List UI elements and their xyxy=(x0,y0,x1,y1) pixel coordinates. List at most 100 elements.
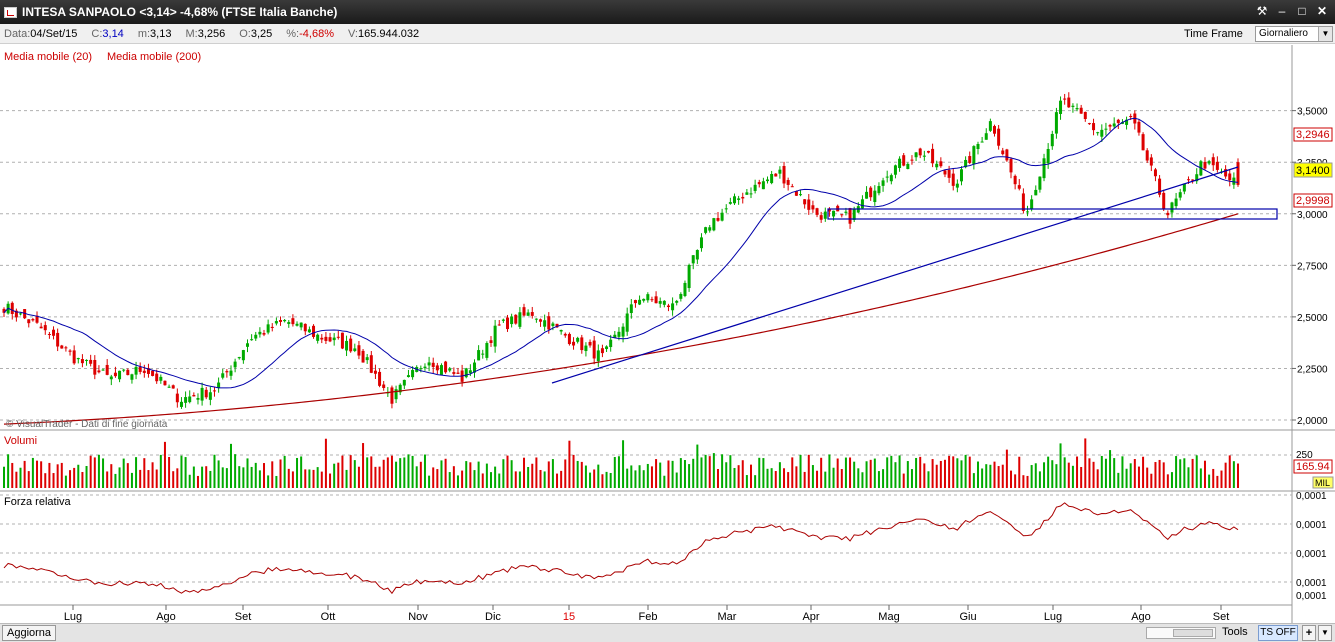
volume-bar xyxy=(692,458,695,488)
volume-bar xyxy=(783,468,786,488)
time-tick-label: 15 xyxy=(563,611,575,623)
timeframe-value: Giornaliero xyxy=(1259,28,1308,39)
candle-body xyxy=(1092,123,1096,131)
candle-body xyxy=(1236,162,1240,185)
volume-unit-box xyxy=(1312,476,1334,489)
chevron-down-icon: ▼ xyxy=(1318,27,1332,41)
legend-ma20[interactable]: Media mobile (20) xyxy=(4,51,92,63)
volume-bar xyxy=(1043,462,1046,488)
candle-body xyxy=(159,376,163,381)
volume-bar xyxy=(844,457,847,488)
window-controls: ⚒ – □ ✕ xyxy=(1253,3,1331,20)
candle-body xyxy=(262,333,266,335)
candle-body xyxy=(423,366,427,369)
time-tick-label: Set xyxy=(235,611,252,623)
candle-body xyxy=(353,348,357,351)
rs-grid: 0,0001 0,0001 0,0001 0,0001 0,0001 xyxy=(0,491,1327,602)
volume-bar xyxy=(960,460,963,488)
volume-bar xyxy=(155,469,158,488)
candle-body xyxy=(134,366,138,375)
candle-body xyxy=(1079,107,1083,114)
maximize-icon[interactable]: □ xyxy=(1298,4,1306,18)
timeframe-select[interactable]: Giornaliero ▼ xyxy=(1255,26,1333,42)
candle-body xyxy=(411,370,415,378)
candle-body xyxy=(316,334,320,341)
ts-off-toggle[interactable]: TS OFF xyxy=(1258,625,1298,641)
candle-body xyxy=(142,370,146,373)
candle-body xyxy=(572,341,576,346)
candle-body xyxy=(679,294,683,299)
volume-bar xyxy=(560,470,563,488)
time-tick-label: Set xyxy=(1213,611,1230,623)
volume-bar xyxy=(279,459,282,488)
candle-body xyxy=(530,312,534,316)
candle-body xyxy=(997,128,1001,146)
candle-body xyxy=(522,307,526,316)
volume-bar xyxy=(89,455,92,488)
volume-bar xyxy=(1216,475,1219,488)
chevron-down-icon[interactable]: ▼ xyxy=(1318,625,1332,641)
volume-bar xyxy=(27,471,30,488)
close-icon[interactable]: ✕ xyxy=(1316,4,1328,18)
candle-body xyxy=(472,362,476,373)
volume-bar xyxy=(432,467,435,488)
chart-area[interactable]: Media mobile (20) Media mobile (200) © V… xyxy=(0,45,1335,623)
candle-body xyxy=(526,312,530,316)
candle-body xyxy=(951,173,955,186)
volume-bar xyxy=(1113,458,1116,488)
volume-bar xyxy=(444,458,447,488)
volume-bar xyxy=(733,467,736,488)
candle-body xyxy=(790,186,794,188)
trend-line[interactable] xyxy=(551,166,1239,384)
candle-body xyxy=(419,368,423,370)
volume-bar xyxy=(993,461,996,488)
candle-body xyxy=(1195,174,1199,182)
add-icon[interactable]: + xyxy=(1302,625,1316,641)
volume-bar xyxy=(857,468,860,488)
volume-bar xyxy=(737,465,740,488)
volume-bar xyxy=(263,463,266,488)
candle-body xyxy=(889,175,893,182)
volume-bar xyxy=(234,454,237,488)
last-price-label: 3,1400 xyxy=(1296,165,1330,177)
candle-body xyxy=(704,227,708,233)
volume-bar xyxy=(1179,459,1182,488)
candle-body xyxy=(237,357,241,359)
candle-body xyxy=(85,359,89,361)
time-tick-label: Ago xyxy=(156,611,176,623)
volume-bar xyxy=(122,458,125,488)
candle-body xyxy=(307,329,311,333)
legend-ma200[interactable]: Media mobile (200) xyxy=(107,51,201,63)
support-box[interactable] xyxy=(827,208,1278,220)
volume-bar xyxy=(919,456,922,488)
time-tick-label: Apr xyxy=(802,611,819,623)
volume-bar xyxy=(952,456,955,488)
minimize-icon[interactable]: – xyxy=(1278,4,1286,18)
tools-button[interactable]: Tools xyxy=(1222,626,1248,638)
candle-body xyxy=(80,359,84,364)
candle-body xyxy=(778,169,782,174)
candle-body xyxy=(204,389,208,398)
candle-body xyxy=(741,196,745,199)
volume-bar xyxy=(675,472,678,488)
volume-bar xyxy=(1158,459,1161,488)
candle-body xyxy=(1071,105,1075,107)
volume-bar xyxy=(40,461,43,488)
volume-bar xyxy=(873,458,876,488)
candle-body xyxy=(964,159,968,168)
volume-bar xyxy=(489,472,492,488)
refresh-button[interactable]: Aggiorna xyxy=(2,625,57,641)
tool-icon[interactable]: ⚒ xyxy=(1256,4,1268,18)
candle-body xyxy=(1026,211,1030,213)
price-tick-label: 3,0000 xyxy=(1297,210,1328,221)
scrollbar-thumb[interactable] xyxy=(1173,629,1213,637)
volume-bar xyxy=(580,461,583,488)
candle-body xyxy=(811,205,815,210)
candle-body xyxy=(93,359,97,375)
horizontal-scrollbar[interactable] xyxy=(1146,627,1216,639)
candle-body xyxy=(221,373,225,378)
volume-bar xyxy=(15,471,18,488)
volume-bar xyxy=(118,467,121,488)
candle-body xyxy=(435,365,439,371)
candle-body xyxy=(1203,161,1207,169)
